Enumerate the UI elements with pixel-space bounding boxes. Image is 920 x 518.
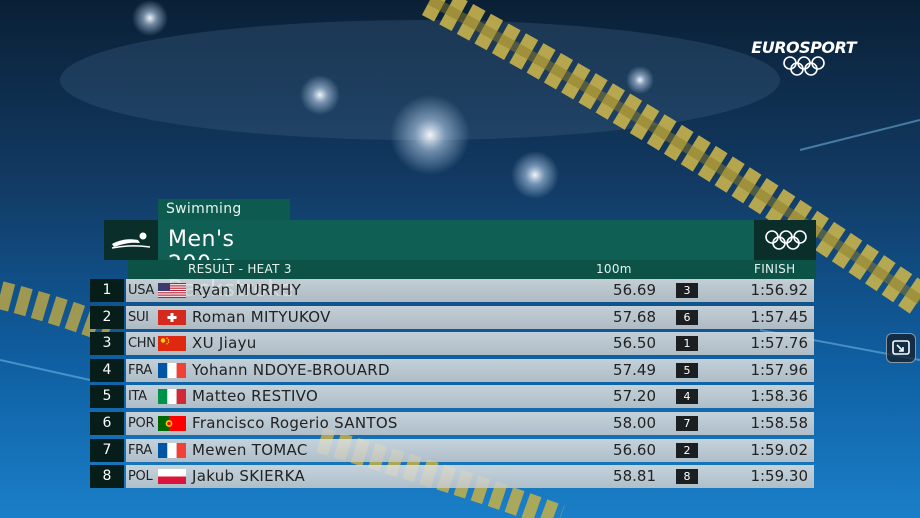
result-strip: CHN XU Jiayu 56.50 1 1:57.76 [126, 332, 814, 356]
split-rank-badge: 3 [676, 283, 698, 298]
olympic-rings-badge [754, 220, 816, 260]
rank-number: 6 [90, 412, 124, 435]
rank-number: 4 [90, 358, 124, 382]
finish-time: 1:57.45 [750, 307, 808, 326]
split-column-header: 100m [596, 262, 632, 276]
ita-flag-icon [158, 389, 186, 405]
result-row: 4 FRA Yohann NDOYE-BROUARD 57.49 5 1:57.96 [90, 358, 814, 382]
rank-number: 7 [90, 438, 124, 462]
sport-label: Swimming [158, 199, 290, 220]
country-code: FRA [128, 362, 152, 378]
split-time: 57.20 [613, 387, 656, 406]
result-row: 7 FRA Mewen TOMAC 56.60 2 1:59.02 [90, 438, 814, 462]
finish-time: 1:59.02 [750, 440, 808, 459]
country-code: USA [128, 283, 155, 298]
split-time: 57.68 [613, 307, 656, 326]
swimming-pictogram [104, 220, 158, 260]
chn-flag-icon [158, 336, 186, 352]
finish-column-header: FINISH [754, 262, 796, 276]
result-strip: FRA Mewen TOMAC 56.60 2 1:59.02 [126, 438, 814, 462]
sui-flag-icon [158, 309, 186, 325]
por-flag-icon [158, 416, 186, 431]
rank-number: 1 [90, 279, 124, 302]
finish-time: 1:58.36 [750, 387, 808, 406]
usa-flag-icon [158, 283, 186, 298]
split-rank-badge: 8 [676, 469, 698, 485]
results-header: RESULT - HEAT 3 100m FINISH [128, 260, 816, 279]
pol-flag-icon [158, 469, 186, 485]
country-code: FRA [128, 442, 152, 458]
split-time: 58.00 [613, 414, 656, 432]
country-code: ITA [128, 389, 147, 405]
athlete-name: Roman MITYUKOV [192, 307, 331, 326]
split-rank-badge: 7 [676, 416, 698, 431]
finish-time: 1:56.92 [750, 281, 808, 299]
fra-flag-icon [158, 362, 186, 378]
athlete-name: Jakub SKIERKA [192, 467, 306, 486]
swimmer-icon [111, 232, 151, 249]
result-row: 3 CHN XU Jiayu 56.50 1 1:57.76 [90, 332, 814, 356]
result-strip: SUI Roman MITYUKOV 57.68 6 1:57.45 [126, 305, 814, 329]
finish-time: 1:59.30 [750, 467, 808, 486]
split-time: 56.50 [613, 334, 656, 353]
rank-number: 8 [90, 465, 124, 489]
country-code: CHN [128, 336, 156, 352]
split-time: 58.81 [613, 467, 656, 486]
country-code: POL [128, 469, 153, 485]
athlete-name: Mewen TOMAC [192, 440, 308, 459]
result-row: 6 POR Francisco Rogerio SANTOS 58.00 7 1:58.5… [90, 412, 814, 435]
olympic-rings-icon [783, 56, 825, 76]
athlete-name: Matteo RESTIVO [192, 387, 319, 406]
result-strip: USA Ryan MURPHY 56.69 3 1:56.92 [126, 279, 814, 302]
event-title-bar [104, 220, 816, 260]
result-strip: FRA Yohann NDOYE-BROUARD 57.49 5 1:57.96 [126, 358, 814, 382]
split-rank-badge: 2 [676, 442, 698, 458]
picture-in-picture-icon [892, 340, 910, 355]
split-time: 56.60 [613, 440, 656, 459]
result-strip: POR Francisco Rogerio SANTOS 58.00 7 1:58.58 [126, 412, 814, 435]
result-row: 5 ITA Matteo RESTIVO 57.20 4 1:58.36 [90, 385, 814, 409]
finish-time: 1:57.96 [750, 360, 808, 379]
rank-number: 3 [90, 332, 124, 356]
split-rank-badge: 4 [676, 389, 698, 405]
split-rank-badge: 6 [676, 309, 698, 325]
results-subtitle: RESULT - HEAT 3 [188, 262, 292, 276]
finish-time: 1:58.58 [750, 414, 808, 432]
result-row: 8 POL Jakub SKIERKA 58.81 8 1:59.30 [90, 465, 814, 489]
athlete-name: Ryan MURPHY [192, 281, 302, 299]
athlete-name: Francisco Rogerio SANTOS [192, 414, 398, 432]
country-code: SUI [128, 309, 149, 325]
broadcaster-name: EUROSPORT [751, 38, 856, 57]
olympic-rings-icon [765, 230, 807, 250]
split-time: 56.69 [613, 281, 656, 299]
finish-time: 1:57.76 [750, 334, 808, 353]
result-row: 1 USA Ryan MURPHY 56.69 3 1:56.92 [90, 279, 814, 302]
picture-in-picture-button[interactable] [886, 333, 916, 363]
country-code: POR [128, 416, 155, 431]
rank-number: 2 [90, 305, 124, 329]
athlete-name: Yohann NDOYE-BROUARD [192, 360, 390, 379]
eurosport-logo: EUROSPORT [738, 38, 856, 78]
result-strip: ITA Matteo RESTIVO 57.20 4 1:58.36 [126, 385, 814, 409]
athlete-name: XU Jiayu [192, 334, 257, 353]
fra-flag-icon [158, 442, 186, 458]
result-strip: POL Jakub SKIERKA 58.81 8 1:59.30 [126, 465, 814, 489]
split-rank-badge: 1 [676, 336, 698, 352]
rank-number: 5 [90, 385, 124, 409]
result-row: 2 SUI Roman MITYUKOV 57.68 6 1:57.45 [90, 305, 814, 329]
split-time: 57.49 [613, 360, 656, 379]
split-rank-badge: 5 [676, 362, 698, 378]
